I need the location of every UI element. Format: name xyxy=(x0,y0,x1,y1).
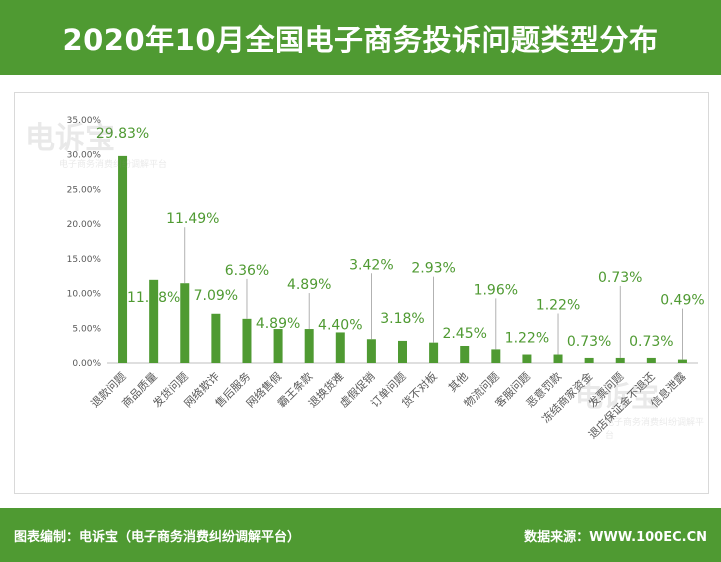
y-tick-label: 30.00% xyxy=(67,151,102,161)
footer-credit: 图表编制：电诉宝（电子商务消费纠纷调解平台） xyxy=(14,530,301,545)
data-label: 2.45% xyxy=(442,326,486,342)
bar xyxy=(242,318,252,363)
y-tick-label: 25.00% xyxy=(67,185,102,195)
data-label: 11.98% xyxy=(127,290,180,306)
y-tick-label: 5.00% xyxy=(72,324,101,334)
bar xyxy=(553,354,563,363)
data-label: 3.42% xyxy=(349,257,393,273)
data-label: 4.40% xyxy=(318,317,362,333)
data-label: 29.83% xyxy=(96,126,149,142)
bar xyxy=(149,279,159,363)
chart-panel: 电诉宝 电子商务消费纠纷调解平台 电诉宝 电子商务消费纠纷调解平台 0.00% 5… xyxy=(14,92,709,494)
y-tick-label: 15.00% xyxy=(67,255,102,265)
bar xyxy=(491,349,501,363)
bar xyxy=(398,340,407,363)
y-tick-label: 35.00% xyxy=(67,116,102,126)
bar xyxy=(211,313,221,363)
data-label: 0.73% xyxy=(598,270,642,286)
bar-chart: 0.00% 5.00% 10.00% 15.00% 20.00% 25.00% 30.00%… xyxy=(67,116,705,441)
data-label: 4.89% xyxy=(287,277,331,293)
bar xyxy=(180,283,190,363)
page-title: 2020年10月全国电子商务投诉问题类型分布 xyxy=(62,23,659,57)
x-tick-label: 其他 xyxy=(446,370,471,395)
data-label: 0.73% xyxy=(567,334,611,350)
y-tick-label: 0.00% xyxy=(72,359,101,369)
data-label: 0.73% xyxy=(629,334,673,350)
bar xyxy=(646,357,656,363)
data-label: 1.22% xyxy=(536,298,580,314)
bar xyxy=(429,342,439,363)
bar xyxy=(522,354,532,363)
bar xyxy=(584,357,594,363)
data-label: 0.49% xyxy=(660,293,704,309)
bar xyxy=(118,155,128,363)
header-bar: 2020年10月全国电子商务投诉问题类型分布 xyxy=(0,0,721,75)
bar xyxy=(615,357,625,363)
data-label: 1.96% xyxy=(474,282,518,298)
bar xyxy=(460,345,470,363)
bar xyxy=(335,332,345,363)
data-label: 6.36% xyxy=(225,263,269,279)
bar xyxy=(273,329,283,363)
data-label: 1.22% xyxy=(505,331,549,347)
data-label: 3.18% xyxy=(380,311,424,327)
data-label: 4.89% xyxy=(256,316,300,332)
data-label: 7.09% xyxy=(194,288,238,304)
y-tick-label: 20.00% xyxy=(67,220,102,230)
footer-source: 数据来源：WWW.100EC.CN xyxy=(524,530,707,545)
data-label: 11.49% xyxy=(166,211,219,227)
footer-bar: 图表编制：电诉宝（电子商务消费纠纷调解平台） 数据来源：WWW.100EC.CN xyxy=(0,508,721,562)
bar xyxy=(366,339,376,363)
bar xyxy=(677,359,687,363)
y-tick-label: 10.00% xyxy=(67,290,102,300)
bar xyxy=(304,329,314,363)
data-label: 2.93% xyxy=(411,261,455,277)
